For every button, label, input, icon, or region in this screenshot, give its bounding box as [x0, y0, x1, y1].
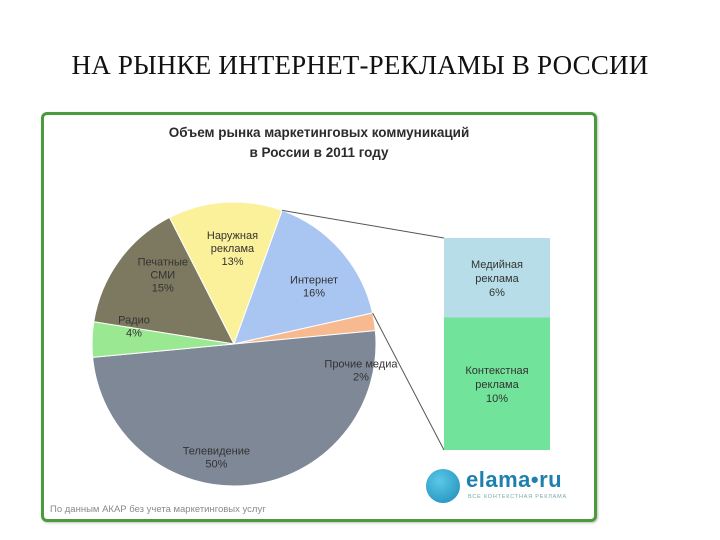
chart-title: Объем рынка маркетинговых коммуникаций в… [44, 123, 594, 163]
slice-label: Интернет 16% [290, 274, 338, 299]
slice-label: Наружная реклама 13% [207, 230, 258, 268]
pie-slice [91, 321, 235, 358]
elama-logo: elama•ru ВСЕ КОНТЕКСТНАЯ РЕКЛАМА [426, 467, 576, 507]
pie-slice [93, 216, 235, 345]
pie-slice [233, 209, 374, 345]
internet-breakdown-bar: Медийная реклама 6% Контекстная реклама 10% [444, 238, 550, 450]
breakdown-label: Контекстная реклама 10% [465, 365, 528, 405]
source-note: По данным АКАР без учета маркетинговых у… [50, 504, 266, 515]
connector-line [372, 312, 445, 451]
slice-label: Прочие медиа 2% [324, 359, 398, 384]
pie-slice [168, 201, 283, 346]
pie-slices [91, 201, 377, 487]
pie-slice [92, 330, 377, 487]
breakdown-segment [444, 238, 550, 318]
elama-logo-subtext: ВСЕ КОНТЕКСТНАЯ РЕКЛАМА [468, 494, 567, 500]
chart-title-line-1: Объем рынка маркетинговых коммуникаций [168, 125, 470, 140]
chart-panel: Объем рынка маркетинговых коммуникаций в… [41, 112, 597, 522]
pie-chart: Печатные СМИ 15% Наружная реклама 13% Интернет… [91, 201, 550, 487]
slice-label: Печатные СМИ 15% [138, 256, 188, 294]
breakdown-segment [444, 317, 550, 450]
pie-labels: Печатные СМИ 15% Наружная реклама 13% Интернет… [118, 230, 398, 470]
slice-label: Радио 4% [118, 315, 150, 340]
slide-title: НА РЫНКЕ ИНТЕРНЕТ-РЕКЛАМЫ В РОССИИ [71, 50, 649, 80]
slice-label: Телевидение 50% [183, 445, 250, 470]
elama-logo-text: elama•ru [466, 467, 563, 492]
breakdown-connectors [282, 209, 445, 451]
breakdown-label: Медийная реклама 6% [471, 259, 523, 299]
elama-logo-icon [426, 469, 460, 503]
chart-title-line-2: в России в 2011 году [249, 145, 389, 160]
connector-line [282, 209, 445, 239]
